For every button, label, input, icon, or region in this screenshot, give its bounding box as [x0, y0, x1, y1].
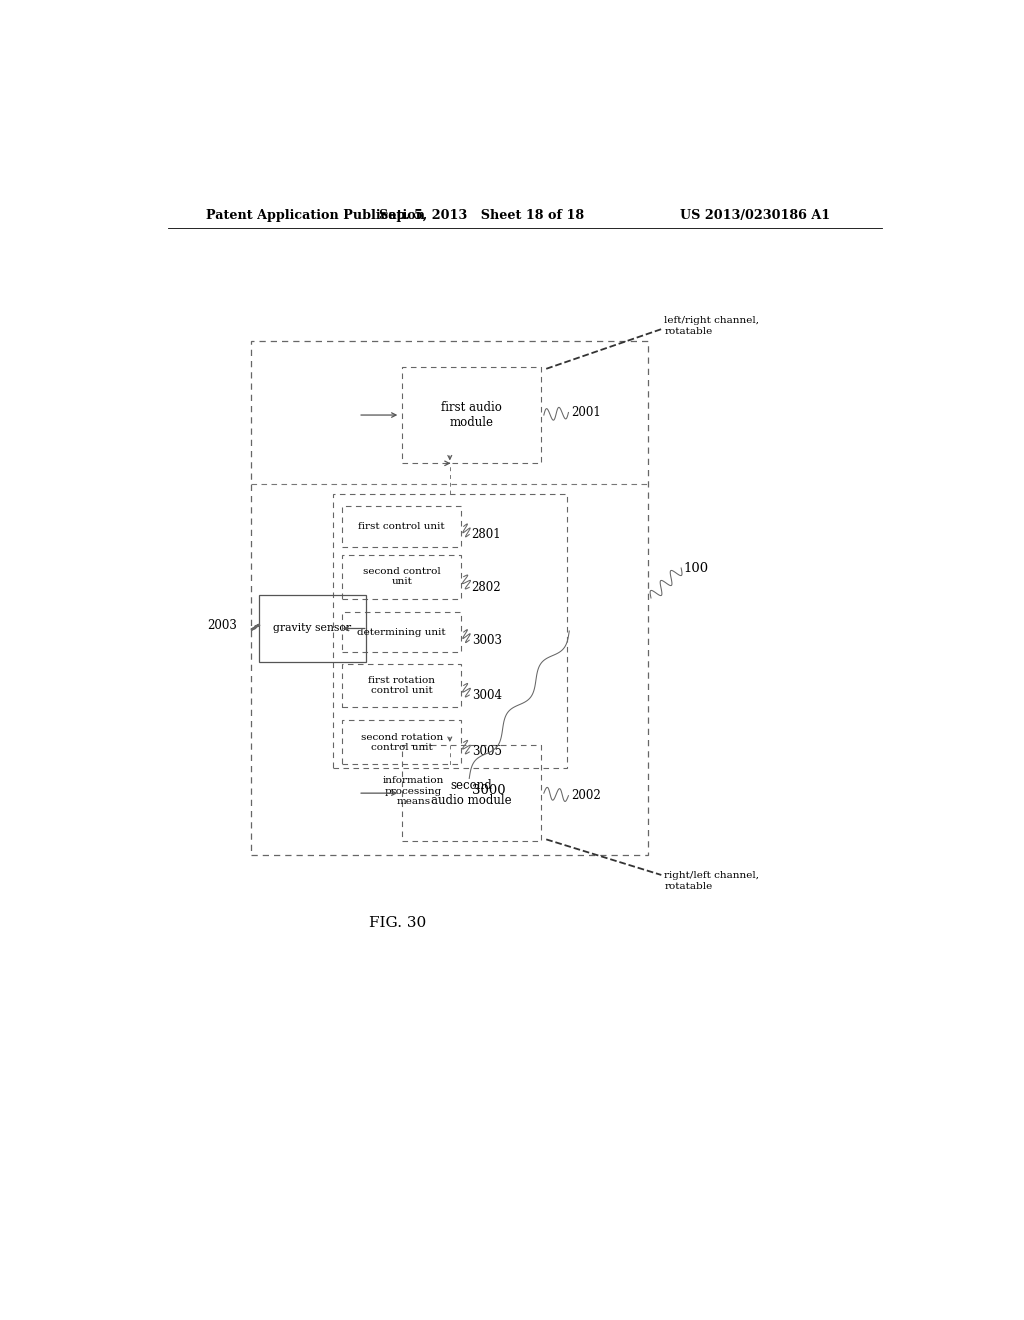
Text: information
processing
means: information processing means [383, 776, 444, 807]
Text: second
audio module: second audio module [431, 779, 512, 807]
Text: left/right channel,
rotatable: left/right channel, rotatable [665, 317, 760, 335]
Text: FIG. 30: FIG. 30 [370, 916, 426, 929]
Bar [401, 367, 541, 463]
Text: first audio
module: first audio module [440, 401, 502, 429]
Text: 3005: 3005 [472, 746, 502, 759]
Bar [342, 664, 462, 708]
Bar [342, 506, 462, 546]
Bar [342, 721, 462, 764]
Text: 2002: 2002 [570, 789, 601, 803]
Text: right/left channel,
rotatable: right/left channel, rotatable [665, 871, 760, 891]
Text: Sep. 5, 2013   Sheet 18 of 18: Sep. 5, 2013 Sheet 18 of 18 [379, 209, 584, 222]
Text: 3003: 3003 [472, 634, 502, 647]
Text: Patent Application Publication: Patent Application Publication [206, 209, 425, 222]
Text: first rotation
control unit: first rotation control unit [369, 676, 435, 696]
Text: US 2013/0230186 A1: US 2013/0230186 A1 [680, 209, 830, 222]
Text: second control
unit: second control unit [362, 568, 440, 586]
Bar [342, 554, 462, 598]
Bar [342, 611, 462, 652]
Text: second rotation
control unit: second rotation control unit [360, 733, 443, 752]
Text: determining unit: determining unit [357, 627, 446, 636]
Text: 2001: 2001 [570, 407, 601, 418]
Text: 2802: 2802 [472, 581, 502, 594]
Text: first control unit: first control unit [358, 521, 445, 531]
Text: 2003: 2003 [207, 619, 238, 632]
Bar [259, 595, 367, 661]
Bar [333, 494, 567, 768]
Bar [251, 342, 648, 854]
Text: 3000: 3000 [472, 784, 505, 797]
Text: 3004: 3004 [472, 689, 502, 701]
Text: gravity sensor: gravity sensor [273, 623, 351, 634]
Text: 2801: 2801 [472, 528, 502, 541]
Bar [401, 744, 541, 841]
Text: 100: 100 [684, 561, 709, 574]
